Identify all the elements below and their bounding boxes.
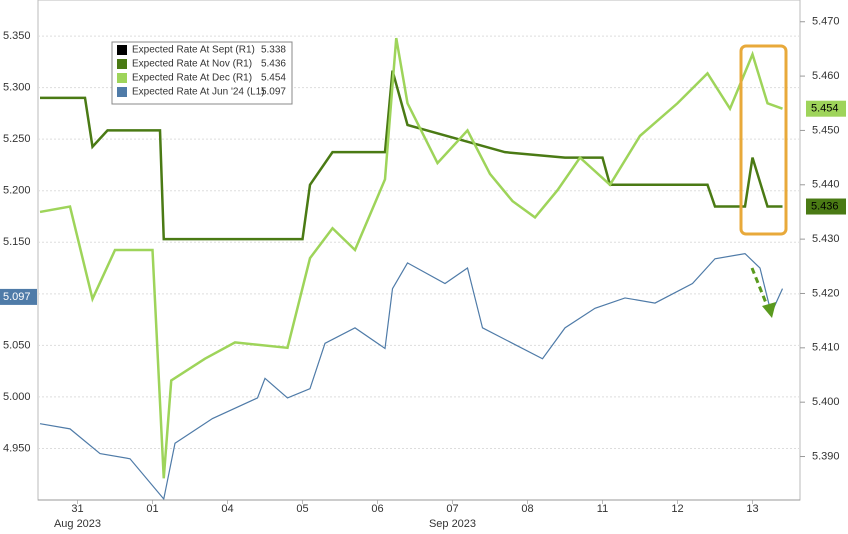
y2-tick-label: 5.400 (812, 396, 840, 408)
y-tick-label: 5.200 (3, 185, 31, 197)
y2-tick-label: 5.390 (812, 450, 840, 462)
y2-tick-label: 5.470 (812, 16, 840, 28)
y2-tick-label: 5.420 (812, 287, 840, 299)
last-value-label: 5.097 (3, 291, 31, 303)
y2-tick-label: 5.450 (812, 124, 840, 136)
last-value-label: 5.436 (811, 200, 839, 212)
legend-swatch (117, 87, 127, 97)
series-line (39, 252, 784, 500)
series-line (39, 37, 783, 479)
legend-label: Expected Rate At Jun '24 (L1) (132, 87, 265, 98)
y2-tick-label: 5.460 (812, 70, 840, 82)
x-tick-label: 13 (746, 503, 758, 515)
legend-value: 5.097 (261, 87, 286, 98)
highlight-box (739, 44, 788, 236)
x-tick-label: 31 (71, 503, 83, 515)
last-value-tag (806, 100, 846, 117)
x-tick-label: 01 (146, 503, 158, 515)
y-tick-label: 4.950 (3, 442, 31, 454)
legend-value: 5.338 (261, 45, 286, 56)
period-label: Aug 2023 (54, 518, 101, 530)
last-value-tag (806, 198, 846, 215)
last-value-label: 5.454 (811, 103, 839, 115)
last-value-tag (0, 288, 37, 305)
x-tick-label: 08 (521, 503, 533, 515)
arrow-head (762, 302, 776, 318)
series-line (40, 70, 783, 241)
y-tick-label: 5.350 (3, 30, 31, 42)
x-tick-label: 11 (597, 503, 608, 515)
legend-swatch (117, 73, 127, 83)
x-tick-label: 06 (371, 503, 383, 515)
legend-value: 5.436 (261, 59, 286, 70)
legend-label: Expected Rate At Nov (R1) (132, 59, 252, 70)
trend-arrow (750, 267, 770, 309)
y-tick-label: 5.250 (3, 133, 31, 145)
y-tick-label: 5.050 (3, 339, 31, 351)
legend-box (111, 41, 293, 105)
y-tick-label: 5.000 (3, 391, 31, 403)
legend-swatch (117, 45, 127, 55)
legend-value: 5.454 (261, 73, 286, 84)
period-label: Sep 2023 (429, 518, 476, 530)
y2-tick-label: 5.430 (812, 233, 840, 245)
x-tick-label: 12 (671, 503, 683, 515)
x-tick-label: 07 (446, 503, 458, 515)
legend-label: Expected Rate At Dec (R1) (132, 73, 252, 84)
legend-swatch (117, 59, 127, 69)
x-tick-label: 04 (221, 503, 233, 515)
y2-tick-label: 5.440 (812, 179, 840, 191)
legend-label: Expected Rate At Sept (R1) (132, 45, 255, 56)
y2-tick-label: 5.410 (812, 342, 840, 354)
x-tick-label: 05 (296, 503, 308, 515)
y-tick-label: 5.300 (3, 82, 31, 94)
y-tick-label: 5.150 (3, 236, 31, 248)
